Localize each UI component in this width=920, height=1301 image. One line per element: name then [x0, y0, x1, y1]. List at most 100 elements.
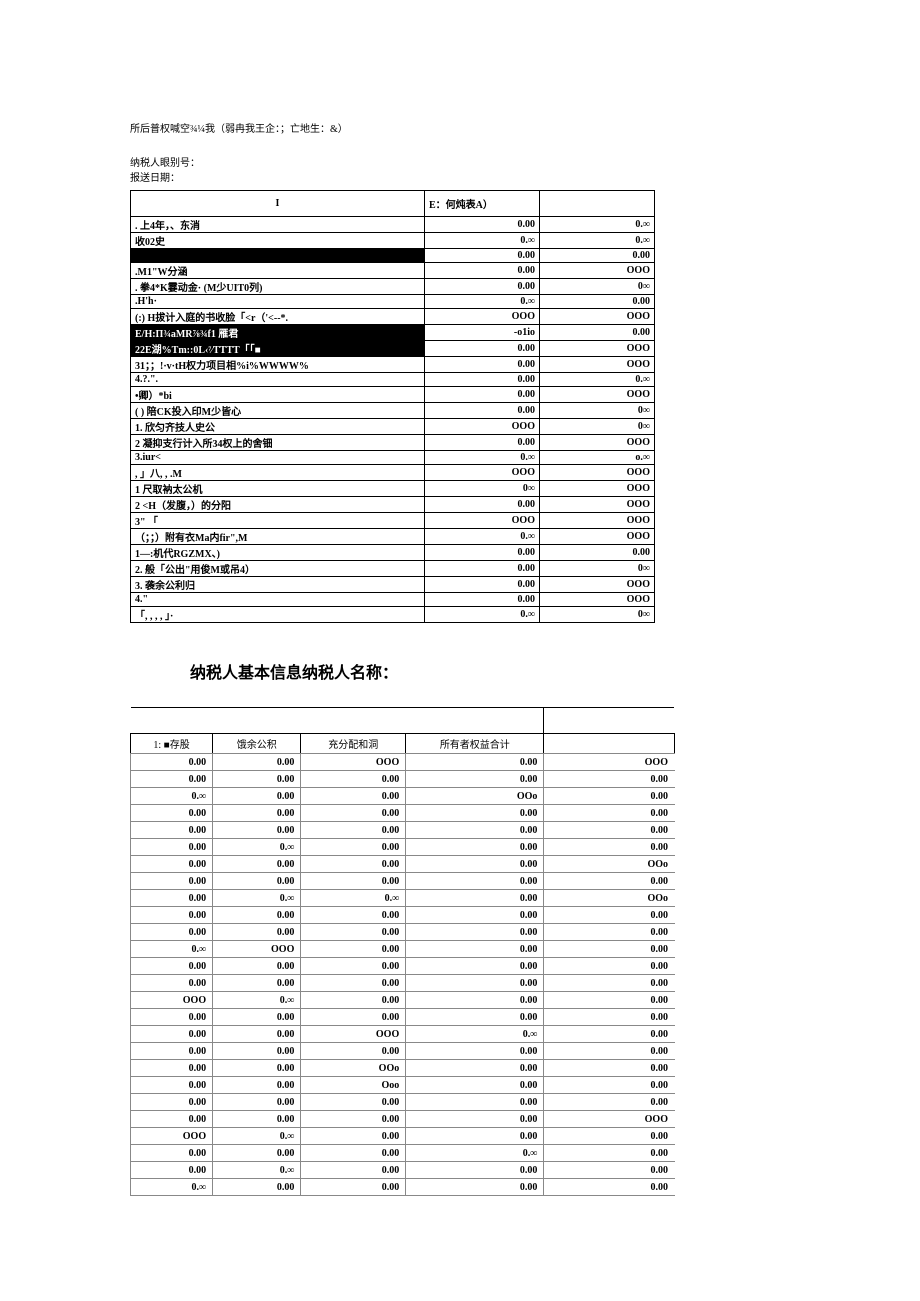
t2-r24-c3: 0.00 [406, 1162, 544, 1179]
t2-r16-c4: 0.00 [544, 1026, 675, 1043]
t2-r0-c2: OOO [301, 754, 406, 771]
t1-row-8-c1: 22E湖%Tm::0L‹⁷⁄TTTT「「■ [131, 341, 425, 357]
t2-r0-c0: 0.00 [131, 754, 213, 771]
t2-r7-c3: 0.00 [406, 873, 544, 890]
t1-row-16-c2: OOO [425, 465, 540, 481]
t2-r22-c1: 0.∞ [213, 1128, 301, 1145]
t1-row-18-c2: 0.00 [425, 497, 540, 513]
t2-r25-c0: 0.∞ [131, 1179, 213, 1196]
t1-row-21-c2: 0.00 [425, 545, 540, 561]
t1-row-23-c3: OOO [540, 577, 655, 593]
t2-r4-c2: 0.00 [301, 822, 406, 839]
t2-r10-c4: 0.00 [544, 924, 675, 941]
t2-r12-c3: 0.00 [406, 958, 544, 975]
t2-r0-c1: 0.00 [213, 754, 301, 771]
t2-r14-c1: 0.∞ [213, 992, 301, 1009]
t2-r23-c0: 0.00 [131, 1145, 213, 1162]
t2-r4-c1: 0.00 [213, 822, 301, 839]
t2-r14-c3: 0.00 [406, 992, 544, 1009]
t2-r21-c0: 0.00 [131, 1111, 213, 1128]
t2-r0-c4: OOO [544, 754, 675, 771]
top-note: 所后普权喊空¾¼我（弱冉我王企：；亡地生：&） [130, 120, 790, 135]
t2-r21-c1: 0.00 [213, 1111, 301, 1128]
t1-row-19-c1: 3" 「 [131, 513, 425, 529]
t2-r9-c1: 0.00 [213, 907, 301, 924]
report-date-label: 报送日期： [130, 172, 790, 187]
t2-r23-c1: 0.00 [213, 1145, 301, 1162]
t2-r24-c4: 0.00 [544, 1162, 675, 1179]
t2-r16-c1: 0.00 [213, 1026, 301, 1043]
t2-r1-c3: 0.00 [406, 771, 544, 788]
t2-r7-c4: 0.00 [544, 873, 675, 890]
t2-r21-c2: 0.00 [301, 1111, 406, 1128]
t1-row-9-c1: 31；；!·v·tH权力项目相%i%WWWW% [131, 357, 425, 373]
t2-r2-c1: 0.00 [213, 788, 301, 805]
t2-h1: 饿余公积 [213, 734, 301, 754]
t2-r6-c0: 0.00 [131, 856, 213, 873]
t1-row-2-c2: 0.00 [425, 249, 540, 263]
t1-row-14-c2: 0.00 [425, 435, 540, 451]
t2-gap-left [131, 708, 544, 734]
t1-row-11-c2: 0.00 [425, 387, 540, 403]
t2-r23-c3: 0.∞ [406, 1145, 544, 1162]
t1-row-18-c3: OOO [540, 497, 655, 513]
t1-row-10-c3: 0.∞ [540, 373, 655, 387]
t2-r5-c4: 0.00 [544, 839, 675, 856]
t1-row-5-c1: .H'h· [131, 295, 425, 309]
t1-row-11-c1: •卿）*bi [131, 387, 425, 403]
t1-row-4-c2: 0.00 [425, 279, 540, 295]
t2-r24-c0: 0.00 [131, 1162, 213, 1179]
t2-r7-c0: 0.00 [131, 873, 213, 890]
t2-r22-c3: 0.00 [406, 1128, 544, 1145]
t2-r13-c0: 0.00 [131, 975, 213, 992]
t2-r3-c4: 0.00 [544, 805, 675, 822]
t2-r22-c4: 0.00 [544, 1128, 675, 1145]
t2-r12-c2: 0.00 [301, 958, 406, 975]
t2-r1-c2: 0.00 [301, 771, 406, 788]
t2-r5-c1: 0.∞ [213, 839, 301, 856]
t2-r22-c0: OOO [131, 1128, 213, 1145]
t2-r2-c2: 0.00 [301, 788, 406, 805]
t2-r4-c0: 0.00 [131, 822, 213, 839]
t1-row-1-c3: 0.∞ [540, 233, 655, 249]
t2-r16-c3: 0.∞ [406, 1026, 544, 1043]
t1-row-5-c2: 0.∞ [425, 295, 540, 309]
t2-r10-c1: 0.00 [213, 924, 301, 941]
t1-h1: I [131, 191, 425, 217]
t1-row-13-c1: 1. 欣匀齐技人史公 [131, 419, 425, 435]
t1-row-7-c2: -o1io [425, 325, 540, 341]
t2-h2: 充分配和洞 [301, 734, 406, 754]
t1-row-1-c2: 0.∞ [425, 233, 540, 249]
t2-r8-c1: 0.∞ [213, 890, 301, 907]
t2-r25-c3: 0.00 [406, 1179, 544, 1196]
t2-r16-c0: 0.00 [131, 1026, 213, 1043]
t1-h3 [540, 191, 655, 217]
t2-h3: 所有者权益合计 [406, 734, 544, 754]
t1-row-25-c3: 0∞ [540, 607, 655, 623]
t2-r9-c2: 0.00 [301, 907, 406, 924]
t1-row-7-c3: 0.00 [540, 325, 655, 341]
t2-r11-c4: 0.00 [544, 941, 675, 958]
t2-r3-c2: 0.00 [301, 805, 406, 822]
t2-r11-c3: 0.00 [406, 941, 544, 958]
t2-r1-c4: 0.00 [544, 771, 675, 788]
t2-r18-c2: OOo [301, 1060, 406, 1077]
t1-row-1-c1: 收02史 [131, 233, 425, 249]
t1-row-25-c2: 0.∞ [425, 607, 540, 623]
t2-r17-c4: 0.00 [544, 1043, 675, 1060]
t2-r18-c4: 0.00 [544, 1060, 675, 1077]
t2-h0: 1: ■存股 [131, 734, 213, 754]
t1-row-12-c1: ( ) 陪CK投入印M少皆心 [131, 403, 425, 419]
t1-row-8-c2: 0.00 [425, 341, 540, 357]
t1-row-23-c1: 3. 袭余公利归 [131, 577, 425, 593]
t1-row-2-c1 [131, 249, 425, 263]
t1-row-17-c2: 0∞ [425, 481, 540, 497]
t2-r2-c4: 0.00 [544, 788, 675, 805]
t2-r25-c1: 0.00 [213, 1179, 301, 1196]
t2-r19-c3: 0.00 [406, 1077, 544, 1094]
t1-row-20-c3: OOO [540, 529, 655, 545]
t2-r14-c4: 0.00 [544, 992, 675, 1009]
t1-row-14-c1: 2 凝抑支行计入所34权上的舍钿 [131, 435, 425, 451]
t1-row-15-c1: 3.iur< [131, 451, 425, 465]
t2-r15-c4: 0.00 [544, 1009, 675, 1026]
